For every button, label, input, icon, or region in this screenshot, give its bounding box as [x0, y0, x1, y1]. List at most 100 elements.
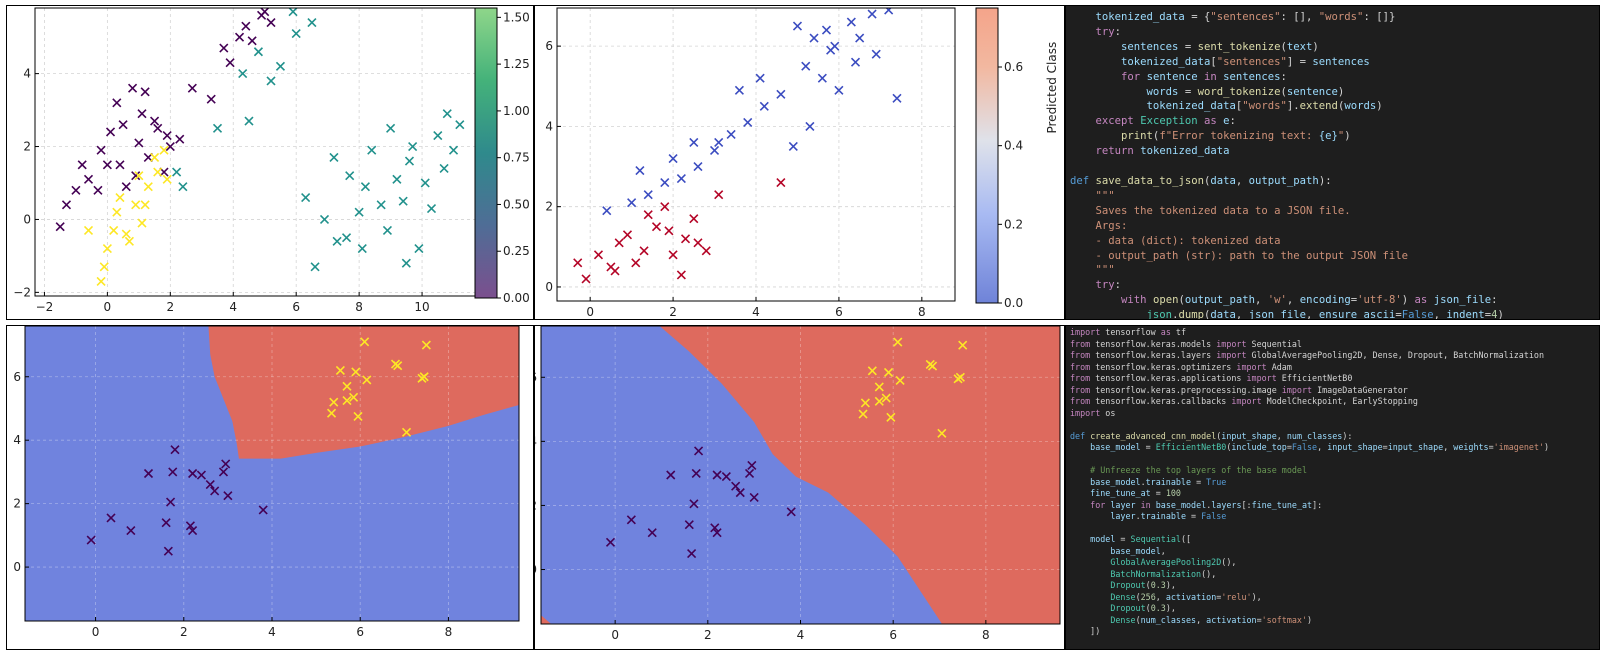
colorbar-tick-label: 0.00 — [503, 291, 530, 305]
data-point-class-0 — [247, 36, 257, 46]
scatter-plot-clusters: −2 0 2 4 6 8 10 −2 0 2 4 0.00 0.25 0.50 0.75 1.00 1.25 1.… — [6, 5, 534, 320]
data-point-class-1 — [874, 382, 884, 392]
colorbar-tick-label: 0.4 — [1004, 139, 1023, 153]
data-point-class-2 — [96, 276, 106, 286]
data-point-class-0 — [165, 141, 175, 152]
y-tick-label: 4 — [535, 434, 537, 448]
region-class-1 — [659, 326, 1060, 624]
data-point-class-1 — [360, 337, 370, 347]
data-point-class-2 — [131, 200, 141, 210]
data-point-class-0 — [266, 18, 276, 28]
data-point-class-2 — [150, 152, 160, 163]
data-point-class-2 — [137, 218, 147, 228]
scatter-plot-predicted-class: 0 2 4 6 8 0 2 4 6 0.0 0.2 0.4 0.6 Predicted Class — [534, 5, 1065, 320]
data-point-class-0 — [55, 222, 65, 232]
data-point-class-1 — [178, 182, 188, 192]
code-line: base_model, — [1110, 545, 1166, 556]
code-line — [1070, 419, 1599, 431]
data-point-class-1 — [714, 190, 724, 200]
data-point-class-1 — [883, 367, 894, 378]
x-tick-label: 2 — [166, 300, 174, 314]
x-tick-label: 2 — [704, 628, 712, 642]
data-point-class-0 — [83, 174, 94, 184]
code-line: words = word_tokenize(sentence) — [1146, 85, 1345, 98]
region-class-1 — [208, 326, 519, 459]
code-editor-bottom[interactable]: import tensorflow as tf from tensorflow.k… — [1065, 325, 1600, 650]
code-line: Dropout(0.3), — [1110, 603, 1176, 613]
code-line: ]) — [1090, 626, 1101, 636]
data-point-class-1 — [353, 411, 363, 421]
data-point-class-1 — [172, 167, 182, 177]
data-point-class-0 — [61, 200, 72, 210]
colorbar-tick-label: 0.50 — [503, 197, 530, 211]
data-point-class-0 — [605, 537, 616, 547]
data-point-class-1 — [253, 47, 263, 57]
data-point-class-0 — [127, 83, 138, 93]
data-point-class-1 — [342, 395, 352, 406]
data-point-class-0 — [260, 8, 270, 17]
data-point-class-1 — [414, 244, 424, 254]
data-point-class-1 — [614, 238, 624, 248]
data-point-class-1 — [643, 210, 653, 220]
data-point-class-1 — [382, 225, 393, 235]
code-line: json.dump(data, json_file, ensure_ascii=… — [1146, 309, 1504, 320]
data-point-class-1 — [341, 233, 352, 243]
code-line: try: — [1095, 279, 1122, 292]
data-point-class-0 — [747, 460, 757, 470]
colorbar-tick-label: 0.25 — [503, 244, 530, 258]
data-point-class-0 — [731, 481, 741, 491]
x-tick-label: 8 — [918, 305, 926, 319]
x-tick-label: 0 — [104, 300, 112, 314]
data-point-class-1 — [881, 393, 891, 403]
y-tick-label: 2 — [13, 497, 21, 511]
colorbar-tick-label: 0.6 — [1004, 60, 1023, 74]
data-point-class-1 — [349, 392, 359, 402]
y-tick-label: 6 — [545, 39, 553, 53]
data-point-class-1 — [874, 396, 884, 406]
data-point-class-0 — [205, 480, 215, 490]
decision-boundary-plot-1-svg: 0 2 4 6 8 0 2 4 6 — [13, 326, 520, 639]
data-point-class-0 — [721, 472, 731, 482]
data-point-class-1 — [622, 230, 633, 240]
data-point-class-0 — [776, 89, 786, 99]
data-point-class-0 — [86, 535, 96, 545]
data-point-class-1 — [244, 116, 254, 126]
x-tick-label: 2 — [669, 305, 677, 319]
data-point-class-0 — [709, 145, 720, 156]
code-editor-top[interactable]: tokenized_data = {"sentences": [], "word… — [1065, 5, 1600, 320]
data-point-class-0 — [726, 129, 736, 139]
decision-boundary-plot-1: 0 2 4 6 8 0 2 4 6 — [6, 325, 534, 650]
data-point-class-1 — [419, 372, 429, 382]
data-point-class-1 — [893, 337, 903, 347]
code-line: import tensorflow as tf — [1070, 327, 1187, 337]
data-point-class-2 — [153, 167, 163, 177]
data-point-class-1 — [651, 222, 662, 232]
data-point-class-0 — [143, 468, 154, 479]
data-point-class-0 — [817, 73, 827, 83]
data-point-class-1 — [573, 258, 583, 268]
data-point-class-2 — [121, 229, 131, 239]
code-line: for layer in base_model.layers[:fine_tun… — [1090, 499, 1323, 510]
data-point-class-1 — [867, 366, 877, 376]
code-line: import os — [1070, 407, 1116, 418]
colorbar-tick-label: 0.2 — [1004, 217, 1023, 231]
x-tick-label: 6 — [356, 625, 364, 639]
data-point-class-0 — [855, 33, 865, 43]
code-line: BatchNormalization(), — [1110, 568, 1217, 579]
code-line — [1070, 523, 1599, 535]
data-point-class-1 — [386, 123, 396, 133]
x-tick-label: 6 — [889, 628, 897, 642]
data-point-class-0 — [196, 470, 206, 480]
data-point-class-0 — [786, 507, 796, 517]
data-point-class-0 — [241, 21, 251, 31]
data-point-class-0 — [161, 518, 171, 528]
data-point-class-0 — [106, 513, 116, 523]
x-tick-label: 4 — [797, 628, 805, 642]
data-point-class-0 — [712, 528, 722, 538]
x-tick-label: 0 — [586, 305, 594, 319]
data-point-class-0 — [743, 117, 753, 127]
data-point-class-0 — [219, 43, 229, 53]
data-point-class-1 — [266, 76, 276, 86]
data-point-class-0 — [234, 32, 245, 42]
code-line: base_model = EfficientNetB0(include_top=… — [1090, 442, 1550, 452]
